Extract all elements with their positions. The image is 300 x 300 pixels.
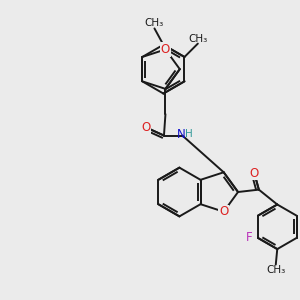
- Text: O: O: [250, 167, 259, 180]
- Text: CH₃: CH₃: [266, 265, 285, 275]
- Text: F: F: [246, 231, 253, 244]
- Text: O: O: [141, 121, 150, 134]
- Text: O: O: [219, 205, 228, 218]
- Text: N: N: [176, 128, 185, 141]
- Text: CH₃: CH₃: [145, 18, 164, 28]
- Text: CH₃: CH₃: [188, 34, 208, 44]
- Text: O: O: [161, 43, 170, 56]
- Text: H: H: [185, 129, 193, 139]
